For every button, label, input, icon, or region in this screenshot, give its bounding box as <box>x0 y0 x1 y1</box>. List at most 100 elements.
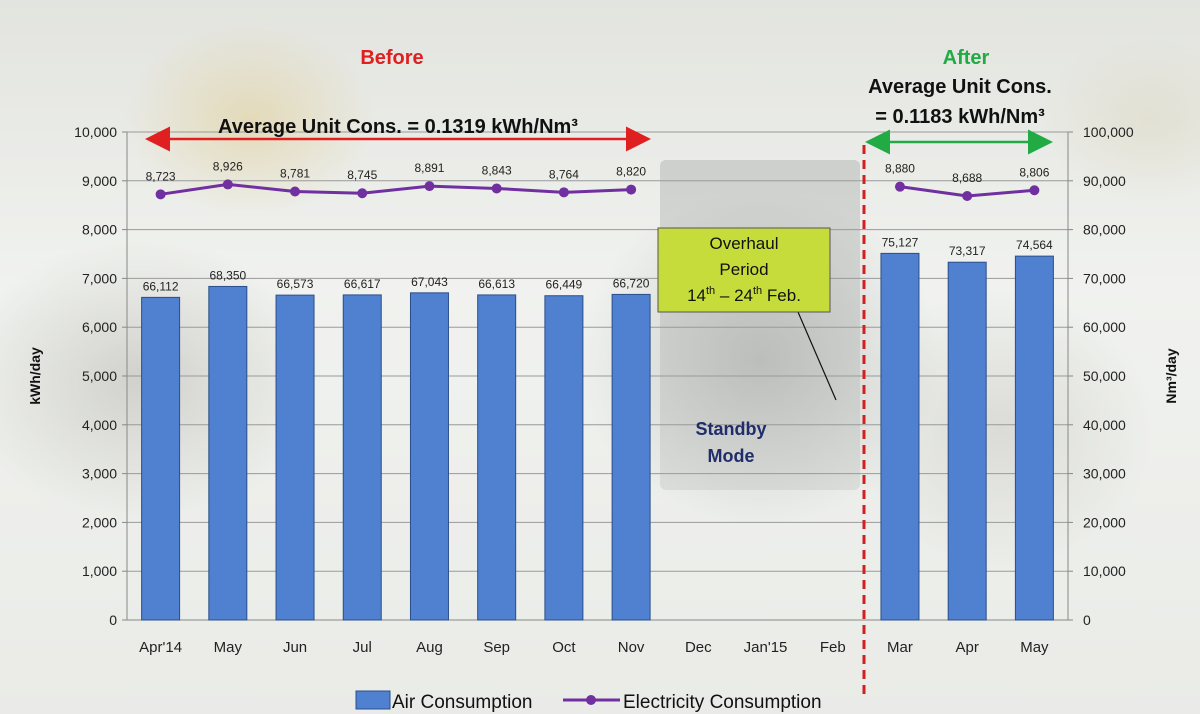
y-tick-label-right: 20,000 <box>1083 514 1126 530</box>
air-consumption-data-label: 74,564 <box>1016 238 1053 252</box>
electricity-data-label: 8,926 <box>213 159 243 173</box>
x-tick-label: Dec <box>685 639 712 656</box>
after-average-text-line2: = 0.1183 kWh/Nm³ <box>875 106 1045 128</box>
electricity-data-label: 8,820 <box>616 165 646 179</box>
y-tick-label-right: 50,000 <box>1083 368 1126 384</box>
electricity-data-label: 8,688 <box>952 171 982 185</box>
legend-label-air-consumption: Air Consumption <box>392 692 532 713</box>
air-consumption-data-label: 66,613 <box>478 277 515 291</box>
legend: Air Consumption Electricity Consumption <box>355 690 822 713</box>
y-tick-label-left: 9,000 <box>82 173 117 189</box>
air-consumption-bar <box>275 294 315 621</box>
electricity-data-label: 8,891 <box>414 161 444 175</box>
air-consumption-bar <box>477 294 517 621</box>
y-tick-label-left: 6,000 <box>82 319 117 335</box>
y-axis-title-left: kWh/day <box>27 347 43 405</box>
background-machine-shape <box>660 160 860 490</box>
electricity-point <box>558 187 569 198</box>
air-consumption-data-label: 67,043 <box>411 275 448 289</box>
overhaul-date-month: Feb. <box>762 286 801 305</box>
air-consumption-data-label: 66,449 <box>546 278 583 292</box>
overhaul-text-line2: Period <box>719 260 768 279</box>
air-consumption-data-label: 73,317 <box>949 244 986 258</box>
y-tick-label-right: 90,000 <box>1083 173 1126 189</box>
y-tick-label-left: 0 <box>109 612 117 628</box>
electricity-data-label: 8,843 <box>482 163 512 177</box>
before-average-text: Average Unit Cons. = 0.1319 kWh/Nm³ <box>218 116 578 138</box>
y-tick-label-left: 8,000 <box>82 222 117 238</box>
air-consumption-data-label: 66,573 <box>277 277 314 291</box>
air-consumption-bar <box>409 292 449 621</box>
y-tick-label-left: 5,000 <box>82 368 117 384</box>
y-tick-label-left: 1,000 <box>82 563 117 579</box>
air-consumption-data-label: 66,720 <box>613 276 650 290</box>
x-tick-label: Oct <box>552 639 576 656</box>
air-consumption-data-label: 75,127 <box>882 235 919 249</box>
overhaul-date-start: 14 <box>687 286 706 305</box>
electricity-data-label: 8,745 <box>347 168 377 182</box>
y-tick-label-left: 3,000 <box>82 466 117 482</box>
y-tick-labels-right: 0 10,000 20,000 30,000 40,000 50,000 60,000 70,… <box>1083 124 1134 628</box>
air-consumption-data-label: 66,617 <box>344 277 381 291</box>
overhaul-date-end: – 24 <box>715 286 753 305</box>
after-label: After <box>943 47 990 69</box>
electricity-data-label: 8,764 <box>549 167 579 181</box>
overhaul-callout-pointer <box>797 311 837 401</box>
overhaul-period-box <box>657 227 831 313</box>
electricity-point <box>155 189 166 200</box>
electricity-point <box>894 181 905 192</box>
electricity-point <box>290 186 301 197</box>
electricity-line-segment <box>160 182 632 196</box>
gridlines <box>122 131 1073 621</box>
y-tick-label-left: 7,000 <box>82 270 117 286</box>
x-tick-label: May <box>214 639 243 656</box>
y-axis-title-right: Nm³/day <box>1163 348 1179 403</box>
y-tick-label-right: 100,000 <box>1083 124 1134 140</box>
x-tick-label: May <box>1020 639 1049 656</box>
air-consumption-data-label: 68,350 <box>209 268 246 282</box>
electricity-point <box>491 183 502 194</box>
y-tick-label-right: 40,000 <box>1083 417 1126 433</box>
y-tick-labels-left: 0 1,000 2,000 3,000 4,000 5,000 6,000 7,000 8,00… <box>74 124 117 628</box>
electricity-data-label: 8,781 <box>280 166 310 180</box>
air-consumption-bar <box>880 252 920 621</box>
x-tick-label: Jul <box>353 639 372 656</box>
x-tick-labels: Apr'14 May Jun Jul Aug Sep Oct Nov Dec Jan'15 Feb M… <box>139 639 1049 656</box>
y-tick-label-right: 30,000 <box>1083 466 1126 482</box>
electricity-data-label: 8,880 <box>885 162 915 176</box>
standby-text-line1: Standby <box>695 419 766 439</box>
standby-text-line2: Mode <box>708 446 755 466</box>
y-tick-label-right: 80,000 <box>1083 222 1126 238</box>
air-consumption-bar <box>342 294 382 621</box>
electricity-data-label: 8,723 <box>146 169 176 183</box>
after-average-text-line1: Average Unit Cons. <box>868 76 1052 98</box>
air-consumption-bar <box>141 296 181 621</box>
x-tick-label: Feb <box>820 639 846 656</box>
legend-swatch-electricity-marker <box>586 695 596 705</box>
x-tick-label: Nov <box>618 639 645 656</box>
air-consumption-data-labels: 66,112 68,350 66,573 66,617 67,043 66,613 66,4… <box>143 235 1053 293</box>
x-tick-label: Aug <box>416 639 443 656</box>
y-tick-label-right: 60,000 <box>1083 319 1126 335</box>
x-tick-label: Mar <box>887 639 913 656</box>
air-consumption-bar <box>1014 255 1054 621</box>
electricity-consumption-data-labels: 8,723 8,926 8,781 8,745 8,891 8,843 8,764 8,820… <box>146 159 1050 185</box>
electricity-point <box>1029 185 1040 196</box>
air-consumption-bar <box>544 295 584 621</box>
electricity-data-label: 8,806 <box>1019 165 1049 179</box>
x-tick-label: Jun <box>283 639 307 656</box>
y-tick-label-right: 0 <box>1083 612 1091 628</box>
electricity-point <box>962 191 973 202</box>
air-consumption-bar <box>611 293 651 621</box>
air-consumption-bar <box>208 285 248 621</box>
electricity-point <box>357 188 368 199</box>
air-consumption-bars <box>141 252 1054 621</box>
y-tick-label-right: 10,000 <box>1083 563 1126 579</box>
overhaul-text-line3: 14th – 24th Feb. <box>687 285 801 305</box>
x-tick-label: Apr'14 <box>139 639 182 656</box>
overhaul-date-start-suffix: th <box>706 285 715 297</box>
y-tick-label-left: 10,000 <box>74 124 117 140</box>
overhaul-text-line1: Overhaul <box>710 234 779 253</box>
